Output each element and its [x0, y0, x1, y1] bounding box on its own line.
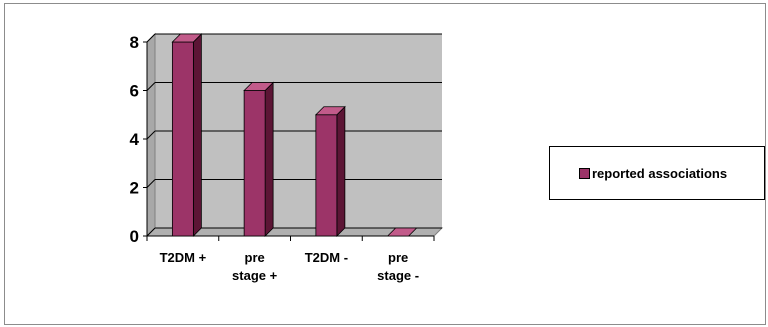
x-tick-label: pre — [388, 250, 408, 265]
bar-top — [314, 106, 346, 116]
y-tick-label: 6 — [130, 82, 139, 101]
bar-top — [386, 227, 418, 237]
y-tick-label: 4 — [130, 130, 140, 149]
bar — [315, 114, 338, 237]
gridline-side — [146, 179, 156, 188]
gridline-side — [146, 227, 156, 237]
bar-top — [243, 82, 275, 91]
bar-top — [171, 33, 203, 43]
legend: reported associations — [549, 146, 765, 200]
gridline-side — [146, 82, 156, 91]
legend-label: reported associations — [592, 165, 728, 181]
x-tick-label: T2DM - — [305, 250, 348, 265]
x-tick-label: pre — [245, 250, 265, 265]
legend-swatch — [579, 167, 590, 179]
gridline-side — [146, 33, 156, 43]
bar — [171, 41, 194, 237]
bar-side — [336, 105, 346, 237]
bar-side — [264, 81, 274, 237]
x-tick-label: stage + — [232, 268, 278, 283]
y-tick-label: 2 — [130, 179, 139, 198]
gridline-side — [146, 130, 156, 140]
x-tick-label: stage - — [377, 268, 419, 283]
bar-side — [192, 33, 202, 237]
x-tick-label: T2DM + — [160, 250, 207, 265]
bar — [243, 90, 266, 237]
y-tick-label: 8 — [130, 33, 139, 52]
y-tick-label: 0 — [130, 227, 139, 246]
